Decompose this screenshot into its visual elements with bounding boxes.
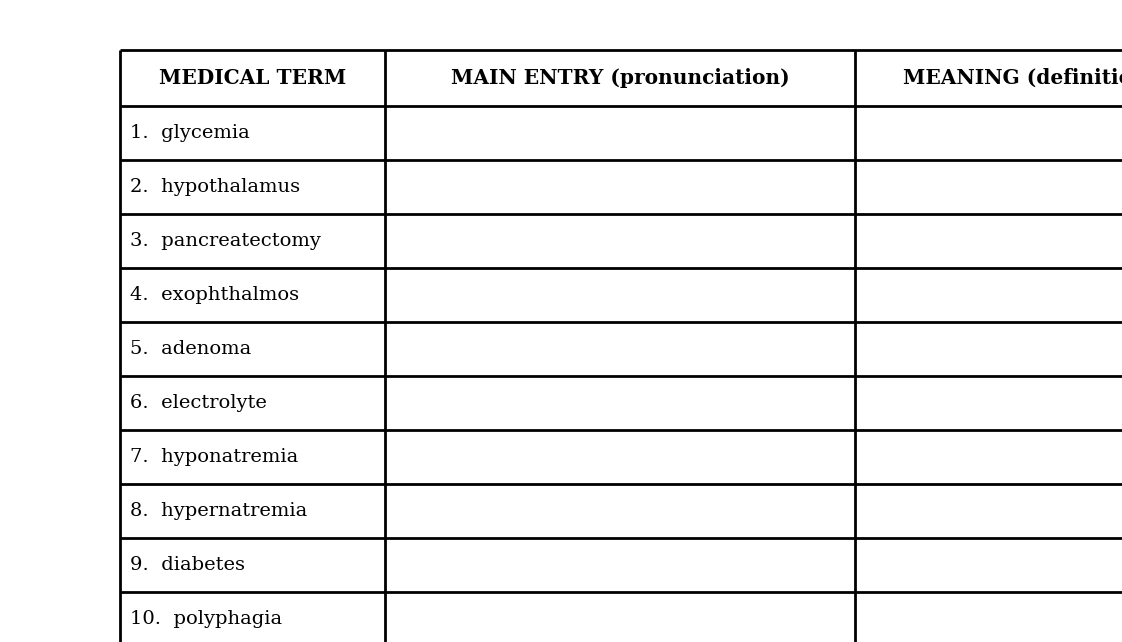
Text: 4.  exophthalmos: 4. exophthalmos — [130, 286, 300, 304]
Text: 3.  pancreatectomy: 3. pancreatectomy — [130, 232, 321, 250]
Text: 10.  polyphagia: 10. polyphagia — [130, 610, 282, 628]
Text: 7.  hyponatremia: 7. hyponatremia — [130, 448, 298, 466]
Text: 1.  glycemia: 1. glycemia — [130, 124, 250, 142]
Text: 8.  hypernatremia: 8. hypernatremia — [130, 502, 307, 520]
Text: 9.  diabetes: 9. diabetes — [130, 556, 245, 574]
Text: 5.  adenoma: 5. adenoma — [130, 340, 251, 358]
Text: 2.  hypothalamus: 2. hypothalamus — [130, 178, 300, 196]
Text: MEANING (definition): MEANING (definition) — [903, 68, 1122, 88]
Text: MEDICAL TERM: MEDICAL TERM — [159, 68, 346, 88]
Text: 6.  electrolyte: 6. electrolyte — [130, 394, 267, 412]
Text: MAIN ENTRY (pronunciation): MAIN ENTRY (pronunciation) — [451, 68, 789, 88]
